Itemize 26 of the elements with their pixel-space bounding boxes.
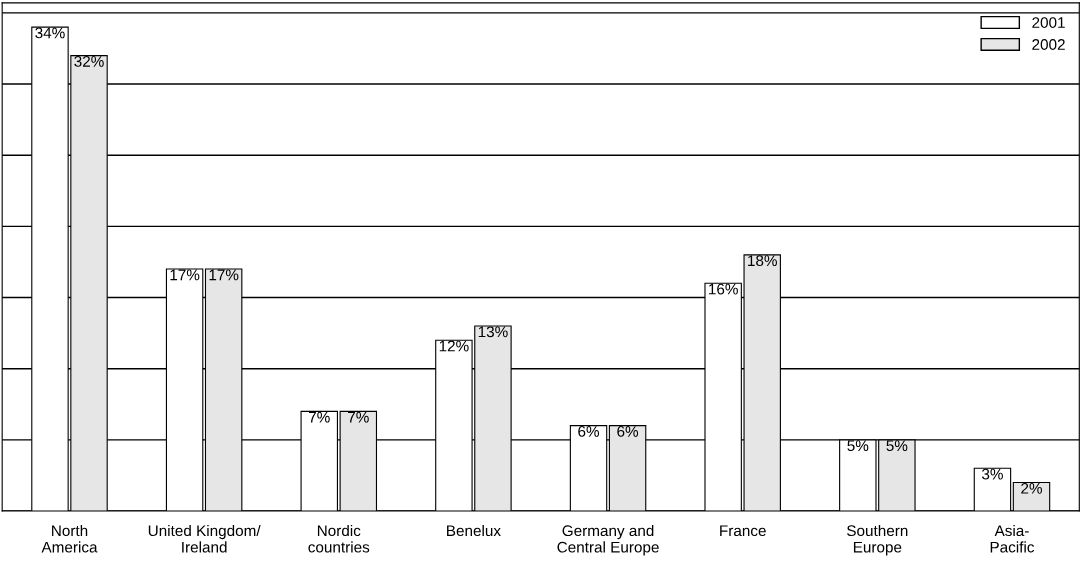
x-tick-label: Germany and Central Europe: [557, 524, 659, 556]
x-tick-label: France: [720, 525, 766, 537]
data-label: 7%: [309, 411, 330, 423]
data-label: 16%: [709, 283, 738, 295]
x-tick-label: Benelux: [447, 524, 501, 537]
data-label: 7%: [348, 411, 369, 423]
legend-label: 2002: [1032, 39, 1065, 50]
data-label: 5%: [886, 440, 908, 452]
data-label: 2%: [1021, 482, 1042, 494]
legend-label: 2001: [1032, 17, 1065, 28]
data-label: 17%: [170, 269, 200, 281]
data-label: 32%: [74, 55, 104, 67]
x-tick-label: Asia- Pacific: [990, 524, 1035, 553]
data-label: 17%: [209, 269, 239, 281]
data-label: 18%: [748, 255, 777, 267]
x-tick-label: United Kingdom/ Ireland: [148, 524, 261, 553]
data-label: 5%: [847, 440, 869, 452]
data-label: 3%: [982, 468, 1003, 480]
x-tick-label: Southern Europe: [847, 524, 908, 556]
data-label: 13%: [478, 326, 508, 338]
data-label: 6%: [578, 426, 600, 437]
x-tick-label: North America: [41, 524, 98, 553]
data-label: 34%: [35, 27, 65, 39]
x-tick-label: Nordic countries: [308, 524, 370, 553]
data-label: 6%: [617, 426, 639, 437]
data-label: 12%: [439, 340, 469, 352]
